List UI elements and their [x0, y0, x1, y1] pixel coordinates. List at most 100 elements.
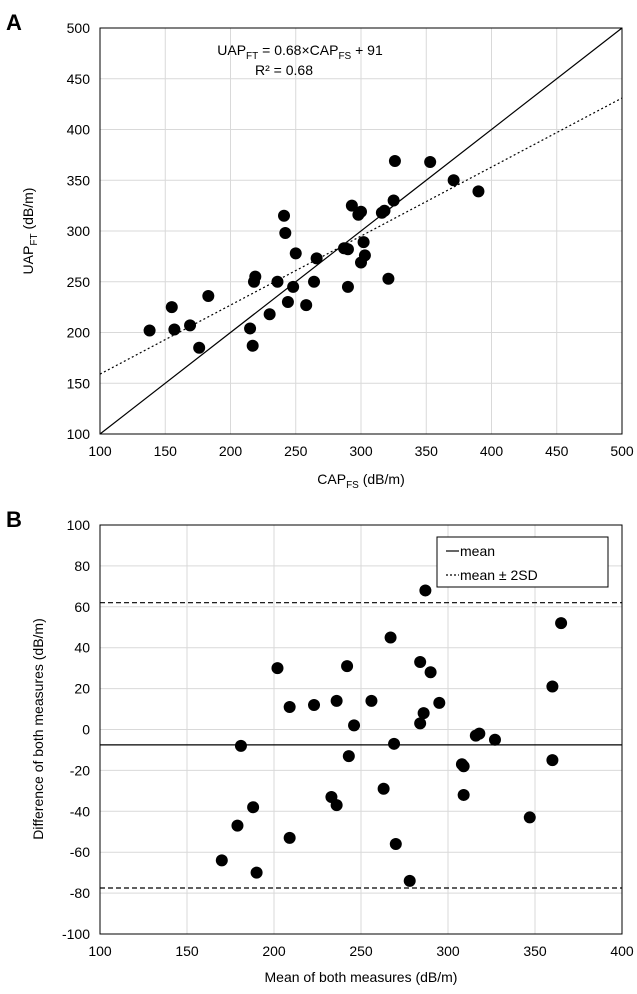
panel-a-x-axis-label: CAPFS (dB/m)	[317, 471, 404, 491]
data-point	[345, 199, 358, 212]
data-point	[424, 666, 437, 679]
panel-a-points	[143, 154, 485, 354]
data-point	[143, 324, 156, 337]
x-tick-label: 200	[219, 443, 243, 459]
x-tick-label: 200	[262, 943, 286, 959]
regression-line	[99, 97, 623, 375]
data-point	[387, 194, 400, 207]
data-point	[417, 707, 430, 720]
panel-a-r-squared: R² = 0.68	[255, 62, 313, 78]
data-point	[414, 717, 427, 730]
data-point	[555, 617, 568, 630]
y-tick-label: 450	[67, 71, 91, 87]
panel-b-y-axis-label: Difference of both measures (dB/m)	[30, 618, 46, 840]
data-point	[419, 584, 432, 597]
data-point	[357, 236, 370, 249]
panel-a-lines	[99, 27, 623, 435]
panel-b-points	[215, 584, 568, 887]
y-tick-label: -20	[70, 762, 90, 778]
data-point	[365, 694, 378, 707]
data-point	[488, 733, 501, 746]
y-tick-label: 100	[67, 517, 91, 533]
panel-b: B 100 150 200 250 300 350 400 -100-80-60-40-20…	[6, 507, 634, 985]
data-point	[330, 694, 343, 707]
data-point	[215, 854, 228, 867]
x-tick-label: 300	[436, 943, 460, 959]
y-tick-label: 20	[74, 681, 90, 697]
data-point	[388, 154, 401, 167]
data-point	[231, 819, 244, 832]
panel-a-plot-frame	[99, 27, 623, 435]
panel-a-x-ticks: 100 150 200 250 300 350 400 450 500	[88, 443, 634, 459]
data-point	[473, 727, 486, 740]
legend-mean-label: mean	[460, 543, 495, 559]
data-point	[384, 631, 397, 644]
x-tick-label: 500	[610, 443, 634, 459]
data-point	[389, 838, 402, 851]
data-point	[342, 750, 355, 763]
data-point	[523, 811, 536, 824]
panel-a-letter: A	[6, 10, 22, 35]
data-point	[546, 754, 559, 767]
data-point	[341, 243, 354, 256]
x-tick-label: 400	[610, 943, 634, 959]
data-point	[184, 319, 197, 332]
data-point	[348, 719, 361, 732]
y-tick-label: 300	[67, 223, 91, 239]
panel-b-legend: mean mean ± 2SD	[436, 536, 609, 588]
y-tick-label: 200	[67, 325, 91, 341]
y-tick-label: 0	[82, 722, 90, 738]
data-point	[271, 275, 284, 288]
data-point	[424, 155, 437, 168]
data-point	[289, 247, 302, 260]
panel-b-letter: B	[6, 507, 22, 532]
data-point	[249, 270, 262, 283]
y-tick-label: 80	[74, 558, 90, 574]
data-point	[283, 701, 296, 714]
data-point	[234, 739, 247, 752]
data-point	[308, 698, 321, 711]
data-point	[308, 275, 321, 288]
data-point	[244, 322, 257, 335]
data-point	[341, 280, 354, 293]
legend-limits-label: mean ± 2SD	[460, 567, 538, 583]
data-point	[546, 680, 559, 693]
data-point	[377, 782, 390, 795]
y-tick-label: 400	[67, 122, 91, 138]
data-point	[433, 696, 446, 709]
data-point	[300, 299, 313, 312]
y-tick-label: 40	[74, 640, 90, 656]
data-point	[355, 205, 367, 218]
x-tick-label: 150	[175, 943, 199, 959]
data-point	[246, 339, 259, 352]
legend-box	[436, 536, 609, 588]
y-tick-label: -100	[62, 926, 90, 942]
panel-b-reference-lines	[100, 602, 622, 889]
panel-a-y-ticks: 100 150 200 250 300 350 400 450 500	[67, 20, 91, 442]
data-point	[330, 799, 343, 812]
data-point	[358, 249, 371, 262]
y-tick-label: -80	[70, 885, 90, 901]
y-tick-label: -60	[70, 844, 90, 860]
x-tick-label: 250	[284, 443, 308, 459]
panel-b-y-ticks: -100 -80 -60 -40 -20 0 20 40 60 80 100	[62, 517, 90, 942]
data-point	[447, 174, 460, 187]
data-point	[310, 252, 323, 265]
x-tick-label: 400	[480, 443, 504, 459]
data-point	[378, 204, 391, 217]
data-point	[414, 656, 427, 669]
data-point	[165, 301, 178, 314]
data-point	[457, 788, 470, 801]
panel-a-equation: UAPFT = 0.68×CAPFS + 91	[217, 42, 383, 62]
identity-line	[99, 27, 623, 435]
panel-b-plot-frame	[99, 524, 623, 935]
x-tick-label: 150	[154, 443, 178, 459]
data-point	[271, 662, 284, 675]
data-point	[168, 323, 181, 336]
panel-b-x-axis-label: Mean of both measures (dB/m)	[265, 969, 458, 985]
data-point	[341, 660, 354, 673]
panel-b-x-ticks: 100 150 200 250 300 350 400	[88, 943, 634, 959]
data-point	[403, 874, 416, 887]
y-tick-label: 500	[67, 20, 91, 36]
